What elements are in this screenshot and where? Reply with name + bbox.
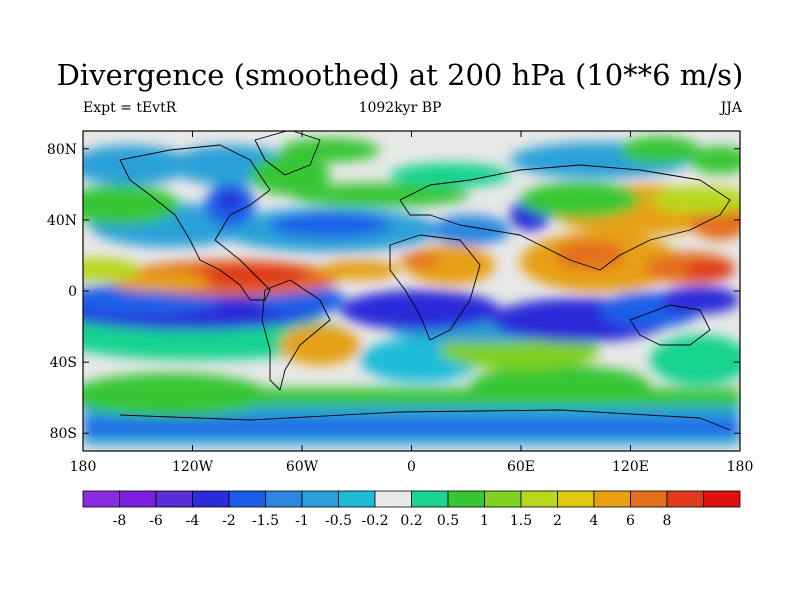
colorbar-swatch bbox=[447, 490, 485, 508]
colorbar-swatch bbox=[520, 490, 558, 508]
lon-tick-label: 60W bbox=[286, 459, 319, 475]
colorbar-swatch bbox=[155, 490, 193, 508]
lat-tick-label: 80S bbox=[50, 426, 77, 442]
divergence-field bbox=[83, 131, 740, 451]
colorbar-label: 4 bbox=[590, 513, 599, 529]
colorbar-swatch bbox=[301, 490, 339, 508]
lon-tick-label: 0 bbox=[407, 459, 416, 475]
colorbar-swatch bbox=[703, 490, 741, 508]
lat-tick-label: 0 bbox=[68, 284, 77, 300]
colorbar-swatch bbox=[411, 490, 449, 508]
colorbar-swatch bbox=[82, 490, 120, 508]
plot-title: Divergence (smoothed) at 200 hPa (10**6 … bbox=[56, 58, 744, 92]
colorbar-swatch bbox=[484, 490, 522, 508]
lon-tick-label: 120W bbox=[172, 459, 214, 475]
colorbar-swatch bbox=[338, 490, 376, 508]
colorbar-label: 1 bbox=[480, 513, 489, 529]
colorbar-swatch bbox=[374, 490, 412, 508]
colorbar-label: -2 bbox=[222, 513, 236, 529]
colorbar-label: 0.2 bbox=[400, 513, 422, 529]
experiment-label: Expt = tEvtR bbox=[83, 100, 177, 116]
lon-tick-label: 60E bbox=[507, 459, 535, 475]
lon-tick-label: 180 bbox=[727, 459, 754, 475]
lon-tick-label: 180 bbox=[70, 459, 97, 475]
colorbar-label: -0.2 bbox=[362, 513, 389, 529]
season-label: JJA bbox=[720, 100, 742, 116]
colorbar-label: -1 bbox=[295, 513, 309, 529]
colorbar-label: -8 bbox=[113, 513, 127, 529]
colorbar-swatch bbox=[119, 490, 157, 508]
lat-tick-label: 40S bbox=[50, 355, 77, 371]
longitude-axis: 180 120W 60W 0 60E 120E 180 bbox=[70, 131, 754, 475]
lon-tick-label: 120E bbox=[612, 459, 649, 475]
colorbar-label: -1.5 bbox=[252, 513, 279, 529]
colorbar-swatch bbox=[192, 490, 230, 508]
colorbar-label: 1.5 bbox=[510, 513, 532, 529]
latitude-axis: 80N 40N 0 40S 80S bbox=[47, 142, 740, 442]
colorbar-label: 2 bbox=[553, 513, 562, 529]
colorbar-swatch bbox=[557, 490, 595, 508]
lat-tick-label: 40N bbox=[47, 213, 77, 229]
colorbar-swatch bbox=[593, 490, 631, 508]
colorbar-label: -0.5 bbox=[325, 513, 352, 529]
colorbar-label: -4 bbox=[186, 513, 200, 529]
colorbar-label: 6 bbox=[626, 513, 635, 529]
colorbar-label: 8 bbox=[663, 513, 672, 529]
colorbar-swatch bbox=[666, 490, 704, 508]
colorbar-swatch bbox=[228, 490, 266, 508]
colorbar-swatch bbox=[630, 490, 668, 508]
lat-tick-label: 80N bbox=[47, 142, 77, 158]
time-label: 1092kyr BP bbox=[358, 100, 442, 116]
colorbar-swatch bbox=[265, 490, 303, 508]
coastlines bbox=[119, 131, 731, 431]
colorbar-label: -6 bbox=[149, 513, 163, 529]
colorbar: -8 -6 -4 -2 -1.5 -1 -0.5 -0.2 0.2 0.5 1 1.5 2 4 6 8 bbox=[82, 490, 741, 529]
colorbar-label: 0.5 bbox=[437, 513, 459, 529]
